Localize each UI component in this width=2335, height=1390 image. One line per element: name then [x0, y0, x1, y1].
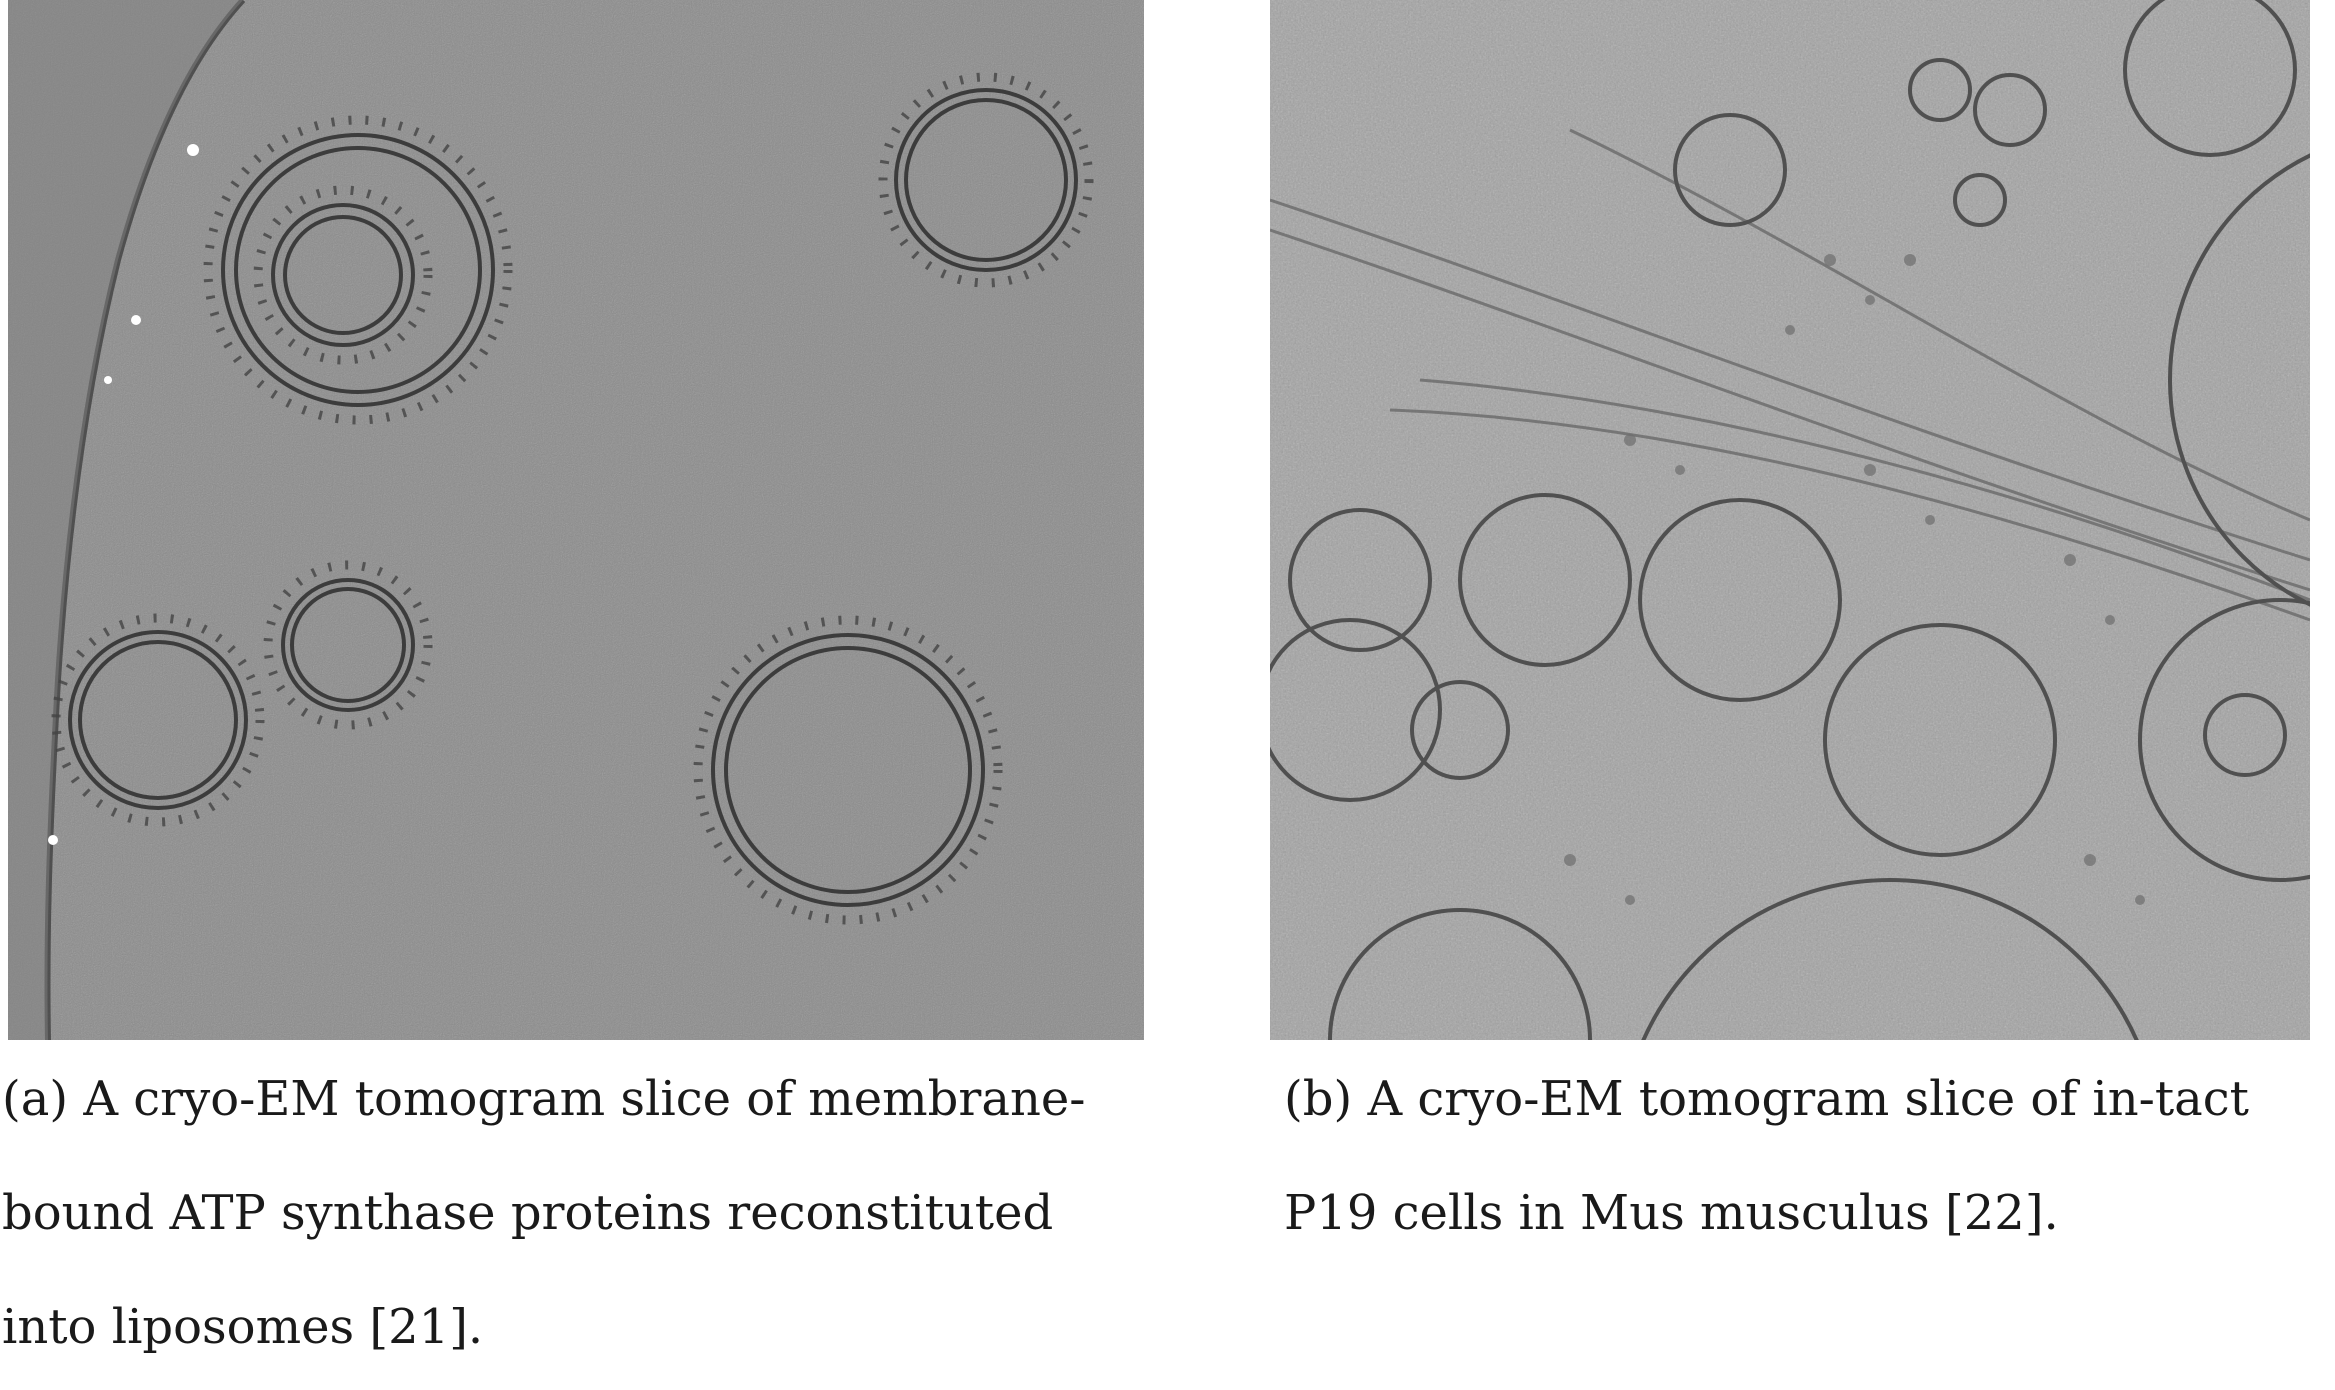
- caption-a-line-1: (a) A cryo-EM tomogram slice of membrane…: [2, 1071, 1086, 1127]
- caption-a-line-3: into liposomes [21].: [2, 1299, 484, 1355]
- caption-b-line-1: (b) A cryo-EM tomogram slice of in-tact: [1284, 1071, 2249, 1127]
- tomogram-liposomes-graphic: [8, 0, 1144, 1040]
- caption-b-line-2: P19 cells in Mus musculus [22].: [1284, 1185, 2059, 1241]
- caption-a-line-2: bound ATP synthase proteins reconstitute…: [2, 1185, 1054, 1241]
- caption-a: (a) A cryo-EM tomogram slice of membrane…: [2, 1042, 1086, 1384]
- tomogram-image-a: [8, 0, 1144, 1040]
- caption-b: (b) A cryo-EM tomogram slice of in-tact …: [1284, 1042, 2249, 1270]
- tomogram-cells-graphic: [1270, 0, 2310, 1040]
- tomogram-image-b: [1270, 0, 2310, 1040]
